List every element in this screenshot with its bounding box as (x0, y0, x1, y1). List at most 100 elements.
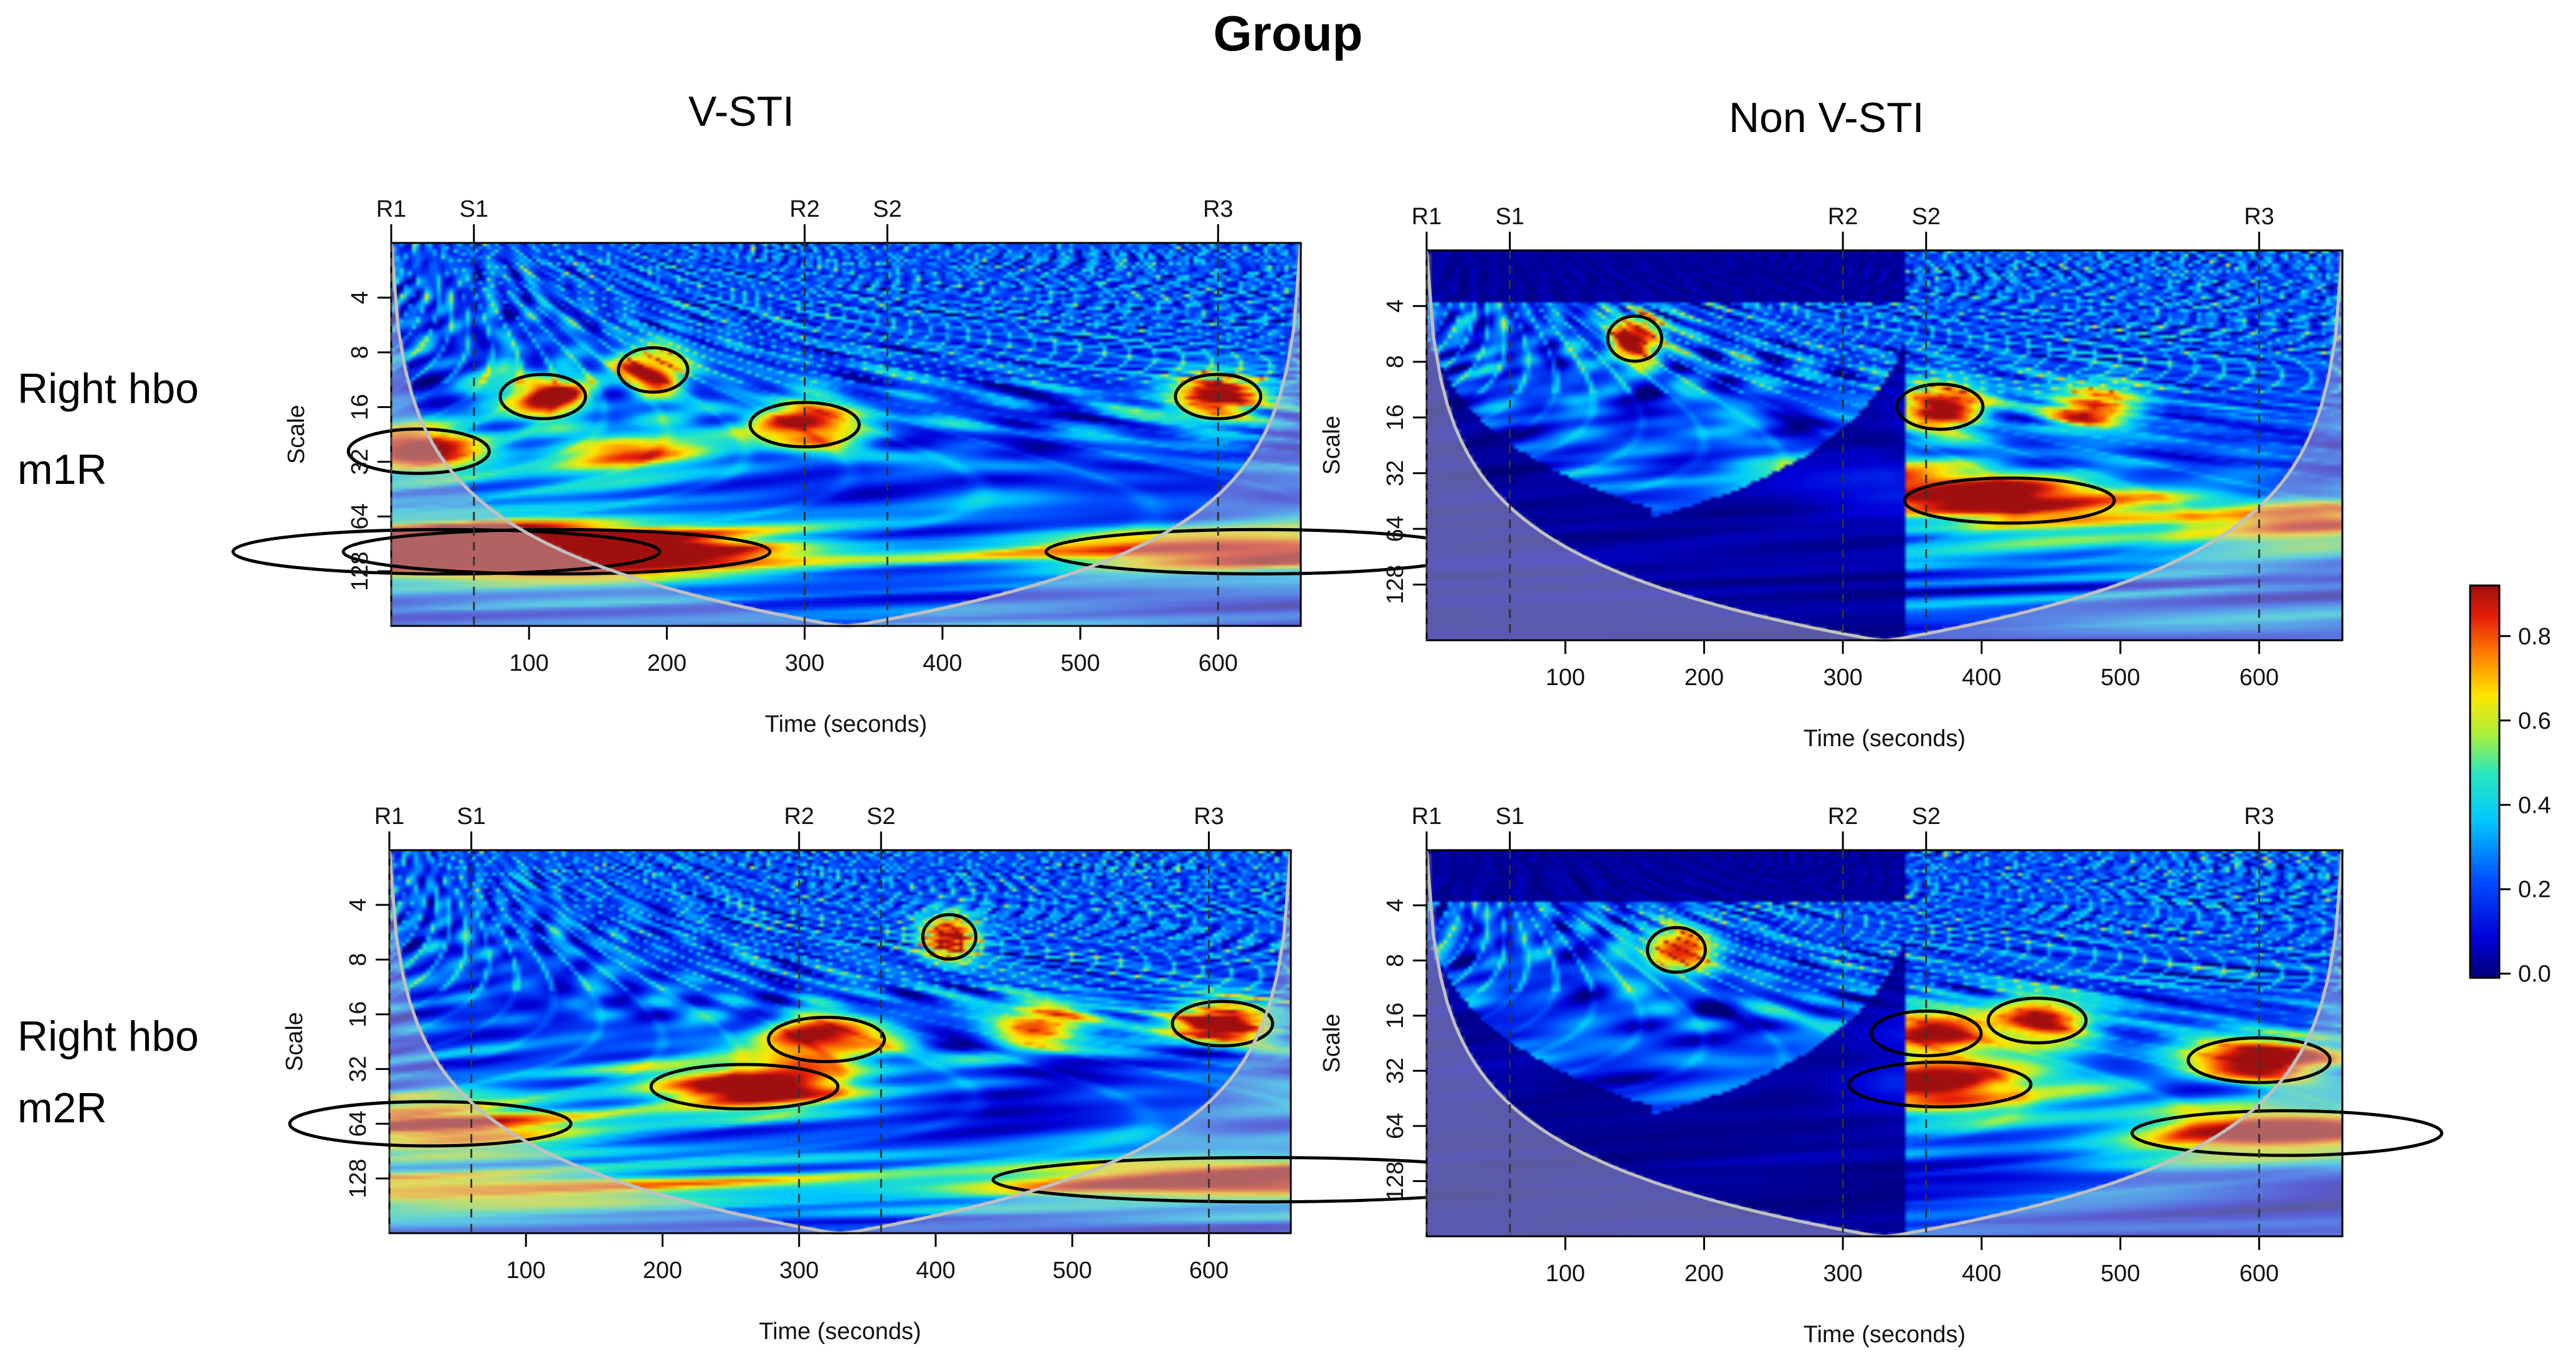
x-axis-label: Time (seconds) (1804, 726, 1965, 752)
colorbar-tick-label: 0.2 (2518, 877, 2551, 903)
x-tick-label: 100 (1546, 1261, 1585, 1287)
x-tick-label: 200 (643, 1257, 682, 1284)
significance-contour (921, 913, 978, 961)
row-label-1-line-1: Right hbo (17, 365, 199, 412)
x-tick-label: 500 (1060, 650, 1100, 676)
y-tick-label: 8 (1382, 355, 1409, 368)
heatmap-image (391, 243, 1301, 626)
marker-label-s2: S2 (867, 803, 895, 830)
significance-contour (617, 346, 690, 394)
x-tick-label: 300 (1823, 1261, 1862, 1287)
marker-label-r1: R1 (376, 196, 407, 222)
significance-contour (1847, 1060, 2033, 1109)
y-tick-label: 32 (347, 448, 373, 475)
y-tick-label: 16 (1382, 1003, 1409, 1029)
x-axis-label: Time (seconds) (759, 1319, 921, 1345)
plot-frame (390, 242, 1302, 627)
y-tick-label: 4 (347, 291, 373, 304)
x-tick-label: 600 (2240, 1261, 2279, 1287)
y-tick-label: 4 (1382, 300, 1409, 313)
y-tick-label: 64 (345, 1110, 371, 1137)
significance-contour (2130, 1109, 2443, 1157)
y-tick-label: 64 (347, 503, 373, 529)
y-tick-label: 64 (1382, 1113, 1409, 1139)
marker-label-r1: R1 (1412, 204, 1442, 230)
row-label-2-line-1: Right hbo (17, 1013, 199, 1060)
x-tick-label: 500 (1053, 1257, 1092, 1284)
significance-contour (1895, 382, 1985, 431)
y-tick-label: 128 (1382, 565, 1409, 604)
y-tick-label: 16 (1382, 404, 1409, 430)
x-tick-label: 300 (779, 1257, 819, 1284)
x-tick-label: 200 (647, 650, 687, 676)
marker-label-r3: R3 (2244, 204, 2274, 230)
colorbar-tick-label: 0.0 (2518, 961, 2551, 987)
y-tick-label: 64 (1382, 516, 1409, 542)
chart-panel-vsti-m2R: R1 S1 R2 S2 R3 100 200 300 400 500 600 Time (second… (282, 803, 1536, 1345)
x-tick-label: 100 (1546, 665, 1585, 691)
column-title-non-vsti: Non V-STI (1729, 94, 1924, 141)
colorbar-tick-label: 0.4 (2518, 792, 2551, 818)
column-title-vsti: V-STI (688, 88, 795, 135)
x-tick-label: 200 (1685, 665, 1724, 691)
y-tick-label: 4 (1382, 899, 1409, 912)
heatmap-image (1427, 250, 2342, 640)
x-tick-label: 500 (2101, 665, 2140, 691)
x-tick-label: 600 (2240, 665, 2279, 691)
y-axis-label: Scale (283, 405, 310, 464)
plot-frame (388, 849, 1292, 1234)
marker-label-r3: R3 (1194, 803, 1224, 830)
colorbar-tick-label: 0.8 (2518, 623, 2551, 650)
x-tick-label: 100 (506, 1257, 546, 1284)
figure-title: Group (1213, 6, 1363, 61)
x-tick-label: 400 (923, 650, 962, 676)
marker-label-r3: R3 (1203, 196, 1233, 222)
x-tick-label: 400 (916, 1257, 955, 1284)
x-tick-label: 200 (1685, 1261, 1724, 1287)
colorbar: 0.0 0.2 0.4 0.6 0.8 (2469, 584, 2551, 987)
heatmap-image (1427, 850, 2342, 1236)
x-tick-label: 600 (1199, 650, 1238, 676)
marker-label-r2: R2 (789, 196, 820, 222)
plot-frame (1425, 849, 2344, 1238)
y-axis-label: Scale (1319, 1013, 1345, 1073)
chart-panel-nonvsti-m1R: R1 S1 R2 S2 R3 100 200 300 400 500 600 Time (second… (1319, 204, 2344, 752)
significance-contour (288, 1100, 573, 1148)
y-axis-label: Scale (282, 1012, 308, 1071)
marker-label-s1: S1 (459, 196, 488, 222)
significance-contour (346, 427, 491, 475)
chart-panel-vsti-m1R: R1 S1 R2 S2 R3 100 200 300 400 500 600 Time (second… (231, 196, 1475, 737)
x-axis-label: Time (seconds) (765, 711, 927, 737)
marker-label-s1: S1 (1495, 204, 1524, 230)
significance-contour (748, 400, 861, 448)
marker-label-r1: R1 (374, 803, 405, 830)
x-tick-label: 300 (785, 650, 824, 676)
colorbar-tick-label: 0.6 (2518, 708, 2551, 734)
marker-label-s1: S1 (457, 803, 485, 830)
chart-panel-nonvsti-m2R: R1 S1 R2 S2 R3 100 200 300 400 500 600 Time (second… (1319, 803, 2443, 1348)
y-tick-label: 16 (347, 394, 373, 420)
colorbar-gradient (2469, 584, 2501, 979)
significance-contour (1171, 1000, 1275, 1048)
marker-label-r2: R2 (1828, 803, 1858, 830)
x-tick-label: 500 (2101, 1261, 2140, 1287)
y-tick-label: 16 (345, 1001, 371, 1027)
significance-contour (341, 528, 772, 575)
x-axis-label: Time (seconds) (1804, 1322, 1965, 1348)
marker-label-s2: S2 (1912, 204, 1941, 230)
y-tick-label: 32 (1382, 1058, 1409, 1084)
significance-contour (766, 1015, 886, 1064)
marker-label-r2: R2 (1828, 204, 1858, 230)
significance-contour (231, 528, 662, 575)
y-tick-label: 32 (345, 1056, 371, 1082)
row-label-2-line-2: m2R (17, 1084, 107, 1132)
y-tick-label: 32 (1382, 460, 1409, 486)
y-tick-label: 128 (347, 551, 373, 590)
x-tick-label: 100 (510, 650, 549, 676)
marker-label-r1: R1 (1412, 803, 1442, 830)
marker-label-s2: S2 (873, 196, 901, 222)
y-tick-label: 8 (345, 953, 371, 966)
significance-contour (649, 1063, 840, 1110)
y-tick-label: 8 (1382, 954, 1409, 967)
